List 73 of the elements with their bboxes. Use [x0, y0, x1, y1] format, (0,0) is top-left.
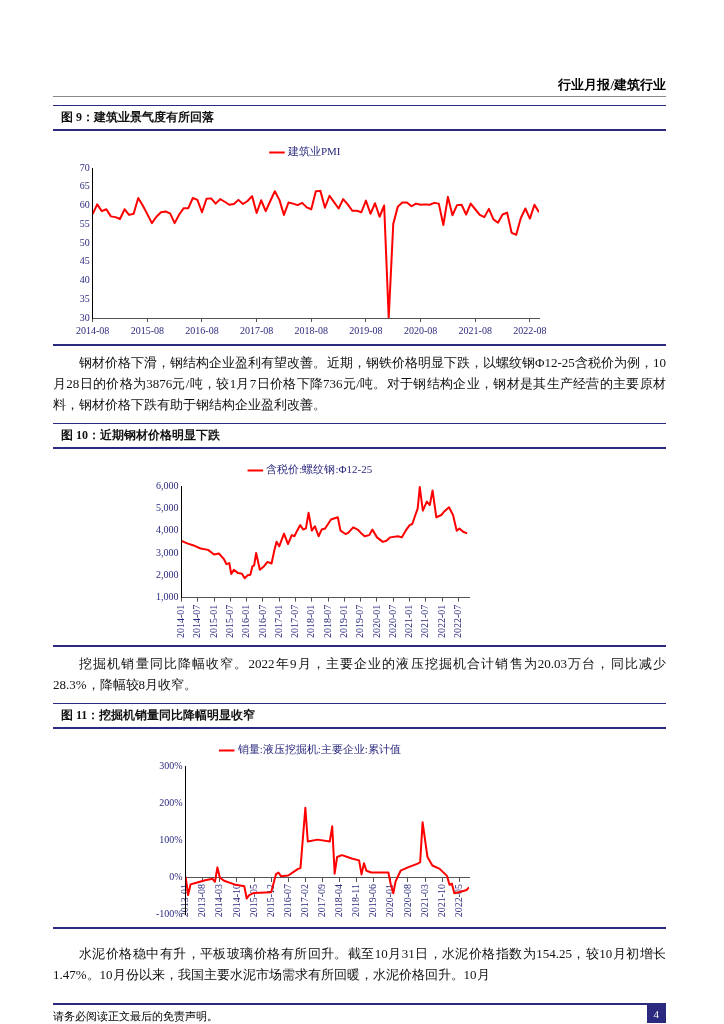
x-tick-label: 2015-07 — [224, 604, 235, 639]
y-tick-label: 5,000 — [156, 501, 179, 513]
x-tick-label: 2015-01 — [207, 604, 219, 639]
x-tick-label: 2021-07 — [419, 604, 431, 639]
chart-title: 图 9：建筑业景气度有所回落 — [53, 105, 666, 131]
x-tick-label: 2017-07 — [289, 604, 301, 639]
y-tick-label: 55 — [79, 217, 90, 229]
y-tick-label: 4,000 — [156, 524, 179, 536]
x-tick-label: 2014-01 — [175, 604, 187, 639]
y-tick-label: 65 — [79, 180, 90, 192]
x-tick-label: 2022-01 — [435, 604, 447, 639]
y-tick-label: 30 — [79, 311, 90, 323]
x-tick-label: 2020-01 — [370, 604, 382, 639]
y-tick-label: 2,000 — [156, 568, 179, 580]
x-tick-label: 2019-06 — [367, 884, 379, 918]
x-tick-label: 2019-01 — [338, 604, 350, 639]
y-tick-label: 50 — [79, 236, 90, 248]
y-tick-label: 70 — [79, 161, 90, 173]
x-tick-label: 2015-12 — [264, 884, 276, 918]
x-tick-label: 2020-08 — [401, 884, 413, 918]
x-tick-label: 2022-07 — [452, 604, 464, 639]
y-tick-label: 100% — [159, 833, 183, 845]
x-tick-label: 2016-01 — [240, 604, 252, 639]
x-tick-label: 2019-07 — [354, 604, 366, 639]
x-tick-label: 2016-08 — [185, 324, 219, 336]
x-tick-label: 2014-03 — [213, 884, 225, 918]
y-tick-label: 60 — [79, 199, 90, 211]
y-tick-label: 40 — [79, 274, 90, 286]
y-tick-label: 6,000 — [156, 479, 179, 491]
y-tick-label: 35 — [79, 292, 90, 304]
y-tick-label: 0% — [169, 870, 183, 882]
x-tick-label: 2021-08 — [458, 324, 492, 336]
text: 钢材价格下滑，钢结构企业盈利有望改善。近期，钢铁价格明显下跌，以螺纹钢Φ12-25含税价为例，10月28日的价格为3876元/吨，较1月7日价格下降736元/吨。对于钢结构企业，钢材是其生产经营的主要原材料，钢材价格下跌有助于钢结构企业盈利改善。 — [53, 354, 666, 414]
text: 挖掘机销量同比降幅收窄。2022年9月，主要企业的液压挖掘机合计销售为20.03万台，同比减少28.3%，降幅较8月收窄。 — [53, 655, 666, 694]
x-tick-label: 2014-10 — [230, 884, 242, 918]
text: 请务必阅读正文最后的免责声明。 — [53, 1009, 218, 1024]
x-tick-label: 2017-09 — [316, 884, 328, 918]
x-tick-label: 2013-08 — [196, 884, 208, 918]
x-tick-label: 2018-07 — [321, 604, 333, 639]
x-tick-label: 2017-01 — [272, 604, 284, 639]
x-tick-label: 2018-08 — [294, 324, 328, 336]
text: 4 — [646, 1005, 666, 1023]
x-tick-label: 2020-01 — [384, 884, 396, 918]
x-tick-label: 2014-07 — [191, 604, 203, 639]
text: 水泥价格稳中有升，平板玻璃价格有所回升。截至10月31日，水泥价格指数为154.25，较10月初增长1.47%。10月份以来，我国主要水泥市场需求有所回暖，水泥价格回升。10月 — [53, 945, 666, 984]
y-tick-label: 45 — [79, 255, 90, 267]
x-tick-label: 2019-08 — [349, 324, 383, 336]
y-tick-label: 200% — [159, 796, 183, 808]
chart-title: 图 11：挖掘机销量同比降幅明显收窄 — [53, 703, 666, 729]
y-tick-label: 1,000 — [156, 591, 179, 603]
legend-label: 建筑业PMI — [286, 145, 341, 158]
y-tick-label: 300% — [159, 759, 183, 771]
x-tick-label: 2021-01 — [403, 604, 415, 639]
x-tick-label: 2018-01 — [305, 604, 317, 639]
x-tick-label: 2015-08 — [130, 324, 164, 336]
x-tick-label: 2018-11 — [350, 884, 362, 917]
x-tick-label: 2022-05 — [452, 884, 464, 918]
y-tick-label: 3,000 — [156, 546, 179, 558]
legend-label: 含税价:螺纹钢:Φ12-25 — [266, 463, 373, 476]
x-tick-label: 2017-02 — [298, 884, 310, 918]
x-tick-label: 2016-07 — [256, 604, 268, 639]
x-tick-label: 2016-07 — [281, 884, 293, 918]
chart-title: 图 10：近期钢材价格明显下跌 — [53, 423, 666, 449]
x-tick-label: 2022-08 — [513, 324, 547, 336]
x-tick-label: 2017-08 — [239, 324, 274, 336]
x-tick-label: 2021-03 — [418, 884, 430, 918]
x-tick-label: 2020-07 — [386, 604, 398, 639]
x-tick-label: 2021-10 — [435, 884, 447, 918]
text: 行业月报/建筑行业 — [558, 76, 666, 94]
x-tick-label: 2020-08 — [403, 324, 438, 336]
legend-label: 销量:液压挖掘机:主要企业:累计值 — [236, 743, 401, 756]
x-tick-label: 2018-04 — [333, 884, 345, 918]
x-tick-label: 2014-08 — [75, 324, 110, 336]
